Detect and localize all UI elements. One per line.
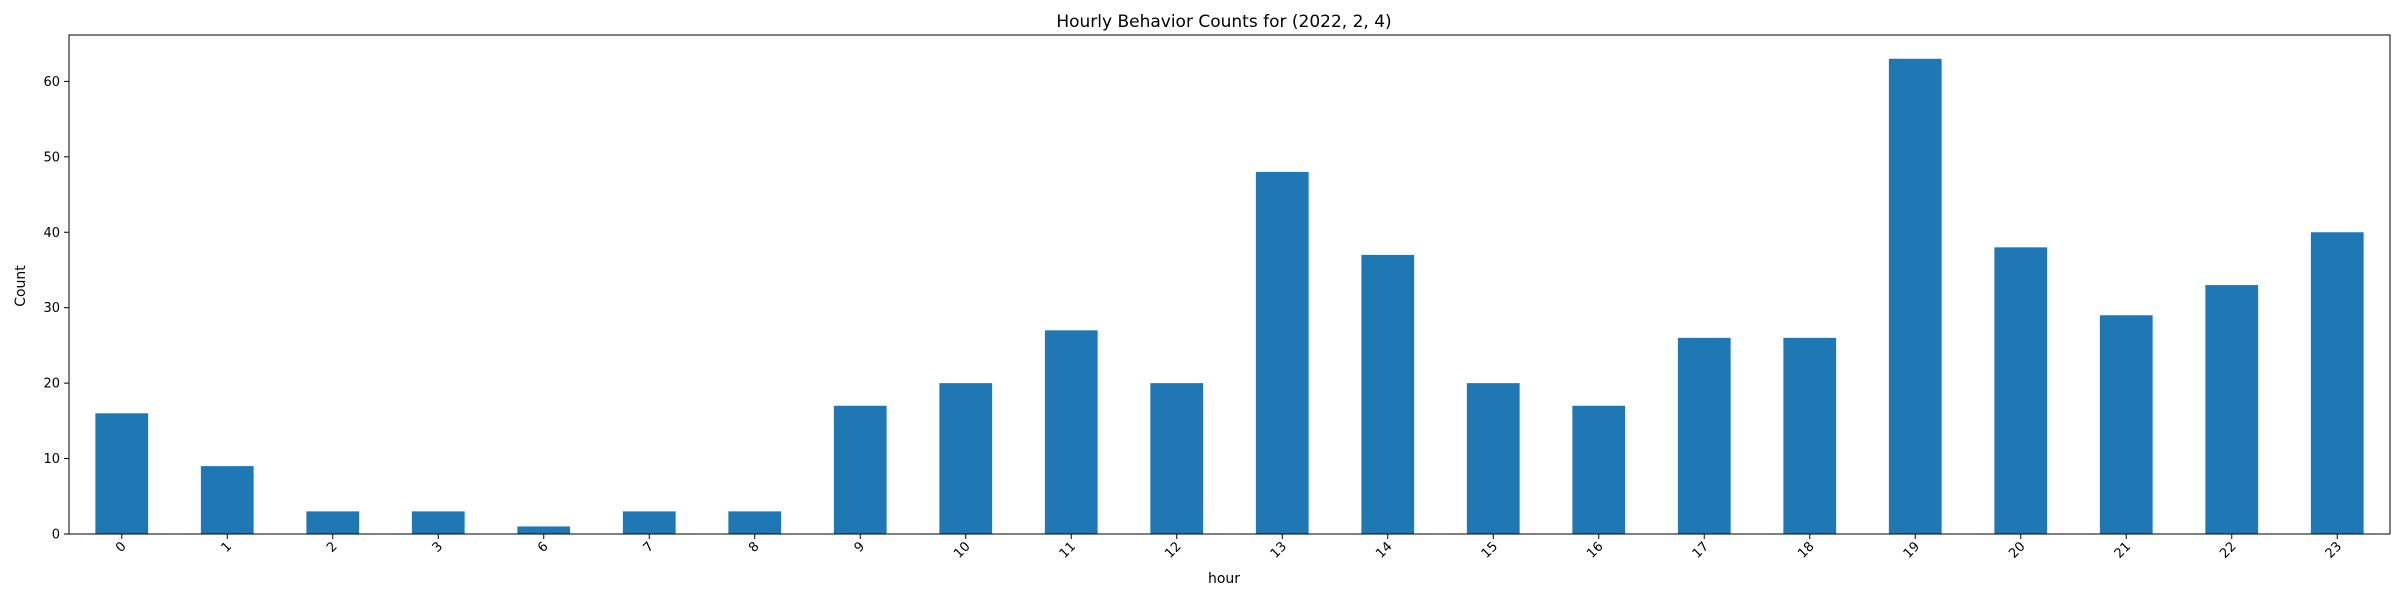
y-tick-label: 0: [52, 528, 60, 543]
chart-title: Hourly Behavior Counts for (2022, 2, 4): [1056, 12, 1391, 32]
bar-hour-13: [1255, 171, 1309, 535]
bar-hour-21: [2099, 315, 2153, 534]
x-axis-label: hour: [1208, 571, 1240, 587]
y-tick-label: 40: [43, 226, 60, 241]
y-tick-label: 50: [43, 150, 60, 165]
x-tick-label: 14: [1373, 539, 1395, 561]
y-axis-ticks: 0 10 20 30 40 50 60: [43, 75, 69, 543]
y-tick-label: 60: [43, 75, 60, 90]
y-tick-label: 20: [43, 377, 60, 392]
y-tick-label: 10: [43, 452, 60, 467]
x-tick-label: 19: [1901, 539, 1923, 561]
bar-hour-17: [1677, 337, 1731, 534]
bar-hour-10: [939, 383, 993, 534]
bar-hour-18: [1783, 337, 1837, 534]
x-tick-label: 12: [1162, 539, 1184, 561]
y-tick-label: 30: [43, 301, 60, 316]
bar-hour-0: [95, 413, 149, 534]
axes-frame: [68, 34, 2391, 535]
x-tick-label: 23: [2323, 539, 2345, 561]
bar-hour-16: [1572, 405, 1626, 534]
x-tick-label: 10: [951, 539, 973, 561]
bar-hour-1: [200, 466, 254, 534]
bars: [95, 58, 2364, 535]
x-tick-label: 15: [1479, 539, 1501, 561]
bar-hour-6: [517, 526, 571, 534]
x-tick-label: 22: [2217, 539, 2239, 561]
bar-hour-11: [1044, 330, 1098, 534]
x-tick-label: 9: [852, 539, 868, 555]
x-tick-label: 16: [1584, 539, 1606, 561]
bar-hour-14: [1361, 254, 1415, 534]
x-tick-label: 3: [430, 539, 446, 555]
x-tick-label: 1: [219, 539, 235, 555]
bar-hour-20: [1994, 247, 2048, 534]
bar-hour-3: [411, 511, 465, 534]
x-tick-label: 2: [324, 539, 340, 555]
x-tick-label: 8: [746, 539, 762, 555]
bar-hour-15: [1466, 383, 1520, 534]
x-tick-label: 17: [1690, 539, 1712, 561]
x-tick-label: 20: [2006, 539, 2028, 561]
x-tick-label: 11: [1057, 539, 1079, 561]
x-tick-label: 21: [2112, 539, 2134, 561]
bar-hour-2: [306, 511, 360, 534]
bar-hour-7: [622, 511, 676, 534]
x-tick-label: 6: [535, 539, 551, 555]
x-tick-label: 18: [1795, 539, 1817, 561]
x-axis-ticks: 0 1 2 3 6 7 8 9 10 11 12 13 14 15 16 17 18 19 20 21 22 23: [113, 534, 2345, 562]
bar-hour-12: [1150, 383, 1204, 534]
bar-hour-22: [2205, 285, 2259, 534]
y-axis-label: Count: [13, 265, 29, 307]
bar-hour-9: [833, 405, 887, 534]
x-tick-label: 7: [641, 539, 657, 555]
bar-hour-19: [1888, 58, 1942, 535]
x-tick-label: 0: [113, 539, 129, 555]
bar-hour-23: [2310, 232, 2364, 534]
x-tick-label: 13: [1268, 539, 1290, 561]
bar-hour-8: [728, 511, 782, 534]
